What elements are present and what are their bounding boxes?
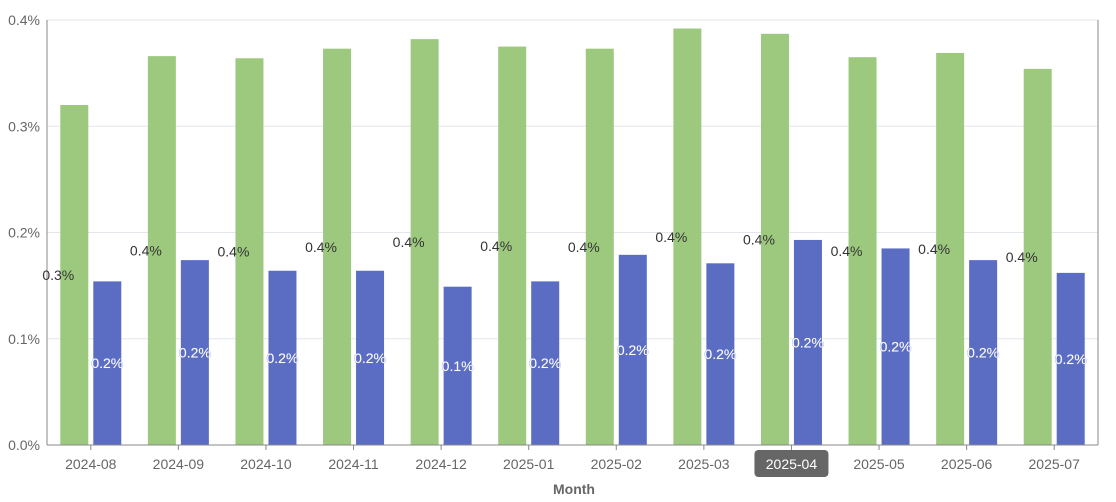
x-axis-title: Month: [553, 481, 595, 497]
data-label-series-2: 0.2%: [1055, 351, 1087, 367]
bar-series-2: [531, 281, 560, 445]
data-label-series-2: 0.2%: [179, 345, 211, 361]
data-label-series-2: 0.2%: [354, 350, 386, 366]
x-tick-label: 2025-05: [853, 456, 905, 472]
bar-series-2: [180, 260, 209, 445]
y-tick-label: 0.2%: [8, 225, 40, 241]
x-tick-label: 2024-11: [328, 456, 379, 472]
bar-series-2: [618, 254, 647, 445]
data-label-series-1: 0.4%: [217, 244, 249, 260]
x-tick-label: 2025-01: [503, 456, 555, 472]
x-tick-label: 2024-09: [153, 456, 205, 472]
data-label-series-2: 0.2%: [617, 342, 649, 358]
bar-series-2: [93, 281, 122, 445]
bar-series-1: [1023, 68, 1052, 445]
bar-series-1: [936, 52, 965, 445]
data-label-series-2: 0.2%: [880, 339, 912, 355]
data-labels: 0.3% 0.2% 0.4% 0.2% 0.4% 0.2% 0.4% 0.2% 0.4% 0.1%…: [42, 229, 1087, 374]
axes: 0.0% 0.1% 0.2% 0.3% 0.4% 2024-08 2024-09 2024-1…: [8, 12, 1099, 477]
data-label-series-1: 0.4%: [130, 243, 162, 259]
x-tick-label: 2024-10: [240, 456, 292, 472]
bar-series-2: [793, 239, 822, 445]
data-label-series-2: 0.2%: [266, 350, 298, 366]
bar-series-2: [443, 286, 472, 445]
bar-series-1: [585, 48, 614, 445]
x-tick-label: 2025-07: [1029, 456, 1081, 472]
y-tick-label: 0.3%: [8, 118, 40, 134]
bar-series-1: [760, 33, 789, 445]
data-label-series-2: 0.2%: [704, 346, 736, 362]
data-label-series-1: 0.4%: [568, 239, 600, 255]
bar-series-2: [881, 248, 910, 445]
data-label-series-1: 0.4%: [918, 241, 950, 257]
grid-lines: [47, 19, 1098, 340]
bar-series-2: [268, 270, 297, 445]
bar-series-1: [235, 58, 264, 445]
x-tick-label: 2024-08: [65, 456, 117, 472]
data-label-series-2: 0.2%: [967, 345, 999, 361]
data-label-series-1: 0.4%: [831, 243, 863, 259]
bars: [60, 28, 1085, 445]
x-tick-label: 2025-03: [678, 456, 730, 472]
bar-series-1: [323, 48, 352, 445]
data-label-series-1: 0.4%: [743, 231, 775, 247]
x-tick-label: 2025-02: [591, 456, 643, 472]
bar-series-2: [1056, 272, 1085, 445]
bar-series-2: [706, 263, 735, 445]
data-label-series-1: 0.4%: [655, 229, 687, 245]
bar-series-1: [410, 39, 439, 445]
bar-series-2: [969, 260, 998, 445]
y-tick-label: 0.1%: [8, 331, 40, 347]
x-tick-label: 2025-06: [941, 456, 993, 472]
data-label-series-1: 0.4%: [305, 239, 337, 255]
data-label-series-1: 0.4%: [1006, 249, 1038, 265]
x-tick-label-highlighted: 2025-04: [766, 456, 818, 472]
y-tick-label: 0.0%: [8, 437, 40, 453]
bar-series-1: [147, 56, 176, 445]
y-tick-label: 0.4%: [8, 12, 40, 28]
x-tick-label: 2024-12: [415, 456, 467, 472]
data-label-series-2: 0.2%: [529, 355, 561, 371]
bar-series-1: [60, 105, 89, 445]
data-label-series-1: 0.4%: [480, 238, 512, 254]
bar-series-1: [673, 28, 702, 445]
data-label-series-2: 0.2%: [792, 334, 824, 350]
bar-series-2: [356, 270, 385, 445]
highlight-badge: [754, 450, 829, 477]
bar-series-1: [848, 57, 877, 445]
data-label-series-2: 0.1%: [442, 358, 474, 374]
data-label-series-1: 0.4%: [393, 234, 425, 250]
data-label-series-2: 0.2%: [91, 355, 123, 371]
bar-series-1: [498, 46, 527, 445]
data-label-series-1: 0.3%: [42, 267, 74, 283]
